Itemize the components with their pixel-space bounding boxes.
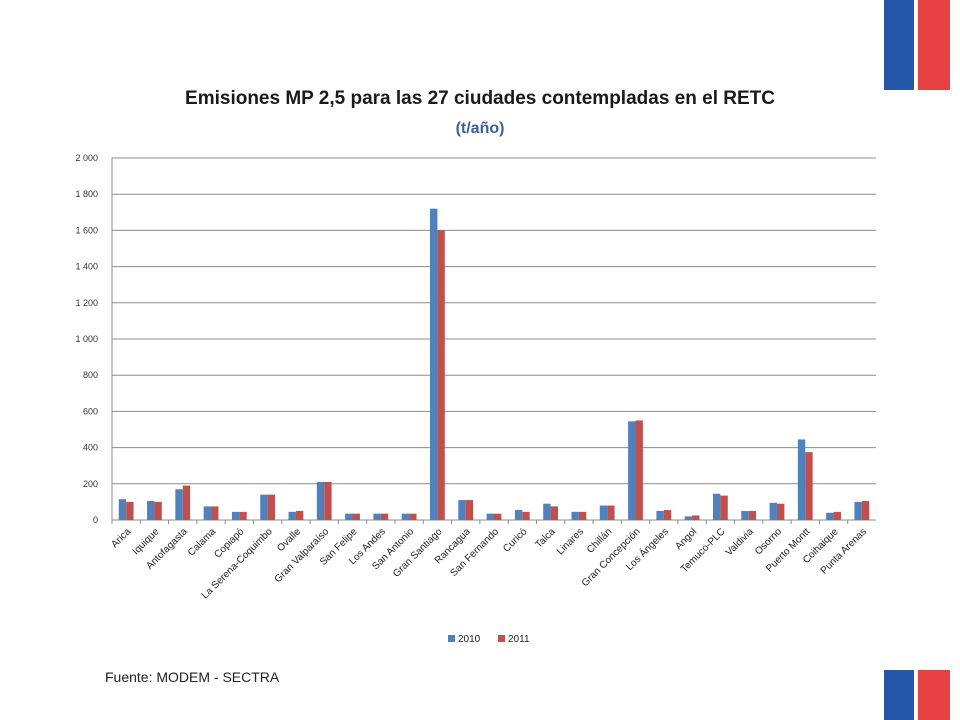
- flag-red-stripe: [918, 0, 950, 90]
- bar-2010: [543, 503, 551, 520]
- x-category-label: Angol: [673, 526, 699, 552]
- flag-logo-bottom: [884, 670, 950, 720]
- legend-label-2010: 2010: [458, 634, 481, 645]
- bar-2011: [748, 510, 757, 520]
- flag-blue-stripe: [884, 0, 914, 90]
- bar-2011: [578, 511, 587, 520]
- legend-label-2011: 2011: [508, 634, 530, 645]
- y-tick-label: 1 200: [75, 298, 98, 308]
- x-category-label: Gran Santiago: [391, 526, 445, 580]
- bar-2010: [147, 500, 155, 520]
- bar-2010: [345, 513, 353, 520]
- x-category-label: Curicó: [501, 526, 530, 555]
- bar-2011: [352, 513, 360, 520]
- chart-subtitle: (t/año): [455, 120, 505, 137]
- bar-2011: [692, 515, 700, 520]
- bar-2010: [458, 500, 466, 520]
- bar-2011: [324, 481, 332, 520]
- bar-2011: [154, 501, 162, 520]
- bar-2011: [720, 495, 728, 520]
- y-tick-label: 1 000: [75, 334, 98, 344]
- bar-2010: [571, 511, 579, 520]
- y-tick-label: 1 400: [75, 262, 98, 272]
- bar-2011: [211, 506, 219, 520]
- bar-2010: [486, 513, 494, 520]
- bar-2011: [607, 505, 615, 520]
- bar-2011: [833, 511, 841, 520]
- bar-2010: [118, 499, 127, 520]
- y-tick-label: 600: [83, 406, 98, 416]
- bar-2011: [182, 485, 191, 520]
- bar-2011: [465, 500, 474, 520]
- flag-red-stripe: [918, 670, 950, 720]
- bar-2011: [295, 510, 304, 520]
- bar-2010: [826, 512, 834, 520]
- bar-2010: [260, 494, 268, 520]
- bar-2010: [741, 510, 749, 520]
- bar-2011: [409, 513, 417, 520]
- y-tick-label: 800: [83, 370, 98, 380]
- bar-2011: [522, 511, 530, 520]
- bar-2011: [494, 513, 502, 520]
- bar-2011: [126, 501, 134, 520]
- x-category-label: Talca: [533, 526, 558, 551]
- bar-2010: [373, 513, 381, 520]
- bar-2010: [203, 506, 212, 520]
- bar-2011: [380, 513, 389, 520]
- y-tick-label: 1 800: [75, 189, 98, 199]
- bar-2011: [239, 511, 247, 520]
- bar-2011: [635, 420, 643, 520]
- bar-2010: [769, 502, 777, 520]
- bar-2010: [231, 511, 240, 520]
- bar-2011: [861, 500, 870, 520]
- y-tick-label: 0: [93, 515, 98, 525]
- bar-2010: [854, 501, 862, 520]
- legend-swatch-2011: [498, 635, 505, 642]
- bar-2010: [684, 516, 693, 520]
- bar-2010: [288, 511, 296, 520]
- bar-2010: [514, 510, 523, 520]
- x-category-label: Arica: [109, 526, 133, 550]
- bar-2010: [628, 421, 636, 520]
- bar-2011: [663, 510, 672, 520]
- y-tick-label: 1 600: [75, 225, 98, 235]
- chart-title: Emisiones MP 2,5 para las 27 ciudades co…: [185, 88, 775, 109]
- bar-2010: [401, 513, 410, 520]
- bar-2010: [599, 505, 608, 520]
- bar-2010: [175, 489, 183, 520]
- bar-2011: [550, 506, 558, 520]
- y-tick-label: 2 000: [75, 153, 98, 163]
- bar-2011: [267, 494, 276, 520]
- flag-logo-top: [884, 0, 950, 90]
- flag-blue-stripe: [884, 670, 914, 720]
- bar-2010: [430, 208, 438, 520]
- y-tick-label: 400: [83, 443, 98, 453]
- flag-gap: [914, 670, 918, 720]
- bar-2010: [656, 510, 664, 520]
- bar-2011: [776, 503, 785, 520]
- x-category-label: Linares: [555, 526, 586, 557]
- flag-gap: [914, 0, 918, 90]
- bar-2010: [797, 439, 806, 520]
- bar-2010: [316, 481, 325, 520]
- y-tick-label: 200: [83, 479, 98, 489]
- source-note: Fuente: MODEM - SECTRA: [105, 669, 280, 685]
- bar-2010: [712, 493, 721, 520]
- x-category-label: Valdivia: [724, 526, 756, 558]
- legend-swatch-2010: [448, 635, 455, 642]
- bar-2011: [437, 230, 445, 520]
- bar-2011: [805, 452, 813, 520]
